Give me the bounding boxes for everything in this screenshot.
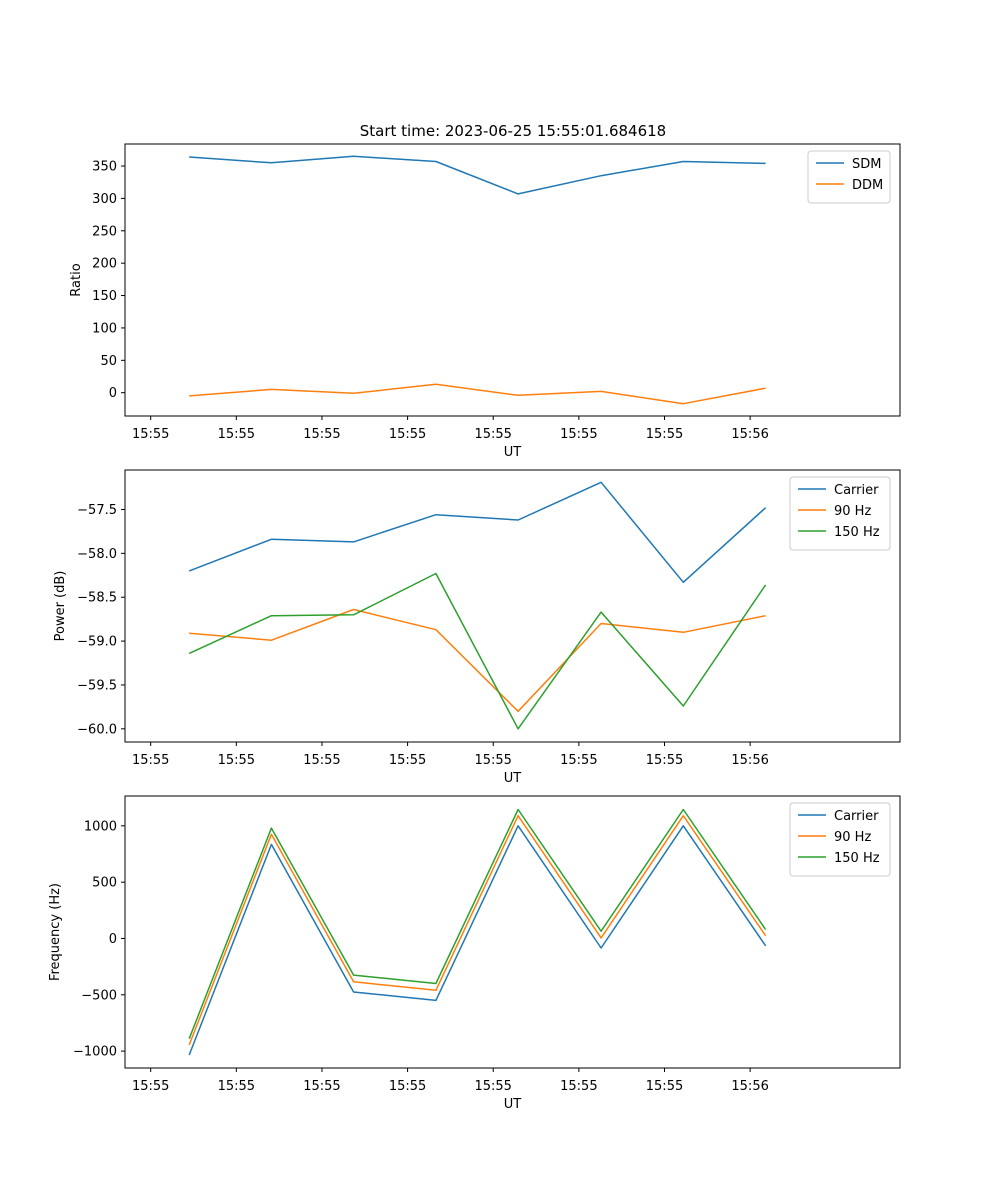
ratio-y-tick-label: 50: [100, 354, 117, 369]
ratio-x-tick-label: 15:55: [132, 427, 169, 442]
ratio-x-tick-label: 15:56: [731, 427, 768, 442]
ratio-y-tick-label: 350: [92, 160, 117, 175]
ratio-series-line-0: [189, 155, 766, 195]
power-y-axis-label: Power (dB): [53, 571, 68, 642]
frequency-series-line-0: [188, 825, 767, 1056]
frequency-y-tick-label: 1000: [84, 819, 117, 834]
frequency-x-tick-label: 15:55: [303, 1079, 340, 1094]
frequency-x-tick-label: 15:55: [132, 1079, 169, 1094]
power-x-tick-label: 15:55: [560, 753, 597, 768]
ratio-x-axis-label: UT: [504, 445, 522, 460]
figure-title: Start time: 2023-06-25 15:55:01.684618: [360, 122, 666, 140]
power-series-line-2: [188, 572, 767, 730]
power-legend-label: 150 Hz: [834, 525, 880, 540]
frequency-legend-label: 150 Hz: [834, 851, 880, 866]
power-x-tick-label: 15:55: [646, 753, 683, 768]
frequency-legend-label: 90 Hz: [834, 830, 871, 845]
frequency-axes-frame: [124, 795, 901, 1069]
ratio-axes-frame: [124, 143, 901, 417]
frequency-panel: 15:55 15:55 15:55 15:55 15:55 15:55 15:55 15:56…: [48, 795, 901, 1112]
frequency-x-tick-label: 15:55: [560, 1079, 597, 1094]
power-x-axis-label: UT: [504, 771, 522, 786]
ratio-panel: 15:55 15:55 15:55 15:55 15:55 15:55 15:55 15:56…: [69, 143, 901, 460]
frequency-x-axis-label: UT: [504, 1097, 522, 1112]
ratio-y-tick-label: 200: [92, 257, 117, 272]
power-x-tick-label: 15:55: [132, 753, 169, 768]
frequency-y-axis-label: Frequency (Hz): [48, 883, 63, 981]
power-series-line-0: [188, 481, 767, 584]
ratio-legend-label: DDM: [852, 178, 883, 193]
ratio-y-tick-label: 0: [109, 386, 117, 401]
frequency-legend-label: Carrier: [834, 809, 879, 824]
ratio-y-axis-label: Ratio: [69, 263, 84, 296]
frequency-x-tick-label: 15:55: [389, 1079, 426, 1094]
power-y-tick-label: −57.5: [77, 503, 117, 518]
ratio-y-tick-label: 300: [92, 192, 117, 207]
power-x-tick-label: 15:55: [474, 753, 511, 768]
ratio-series-line-1: [189, 383, 766, 405]
power-y-tick-label: −59.0: [77, 635, 117, 650]
ratio-x-tick-label: 15:55: [218, 427, 255, 442]
ratio-legend-label: SDM: [852, 157, 881, 172]
frequency-y-tick-label: 0: [109, 932, 117, 947]
frequency-x-tick-label: 15:55: [218, 1079, 255, 1094]
ratio-x-tick-label: 15:55: [474, 427, 511, 442]
ratio-legend-box: [807, 150, 891, 204]
ratio-y-tick-label: 250: [92, 224, 117, 239]
power-x-tick-label: 15:55: [389, 753, 426, 768]
power-y-tick-label: −59.5: [77, 678, 117, 693]
power-series-line-1: [189, 608, 766, 713]
frequency-series-line-1: [188, 814, 767, 1046]
power-panel: 15:55 15:55 15:55 15:55 15:55 15:55 15:55 15:56…: [53, 469, 901, 786]
power-legend-label: 90 Hz: [834, 504, 871, 519]
ratio-y-tick-label: 150: [92, 289, 117, 304]
frequency-y-tick-label: −1000: [73, 1045, 117, 1060]
power-x-tick-label: 15:55: [303, 753, 340, 768]
frequency-y-tick-label: 500: [92, 876, 117, 891]
power-y-tick-label: −60.0: [77, 722, 117, 737]
power-y-tick-label: −58.0: [77, 547, 117, 562]
frequency-x-tick-label: 15:55: [646, 1079, 683, 1094]
power-axes-frame: [124, 469, 901, 743]
ratio-x-tick-label: 15:55: [560, 427, 597, 442]
power-x-tick-label: 15:55: [218, 753, 255, 768]
ratio-x-tick-label: 15:55: [303, 427, 340, 442]
frequency-x-tick-label: 15:56: [731, 1079, 768, 1094]
ratio-y-tick-label: 100: [92, 321, 117, 336]
power-legend-label: Carrier: [834, 483, 879, 498]
frequency-y-tick-label: −500: [81, 988, 117, 1003]
frequency-series-line-2: [188, 808, 767, 1039]
ratio-x-tick-label: 15:55: [646, 427, 683, 442]
ratio-x-tick-label: 15:55: [389, 427, 426, 442]
power-x-tick-label: 15:56: [731, 753, 768, 768]
power-y-tick-label: −58.5: [77, 591, 117, 606]
frequency-x-tick-label: 15:55: [474, 1079, 511, 1094]
